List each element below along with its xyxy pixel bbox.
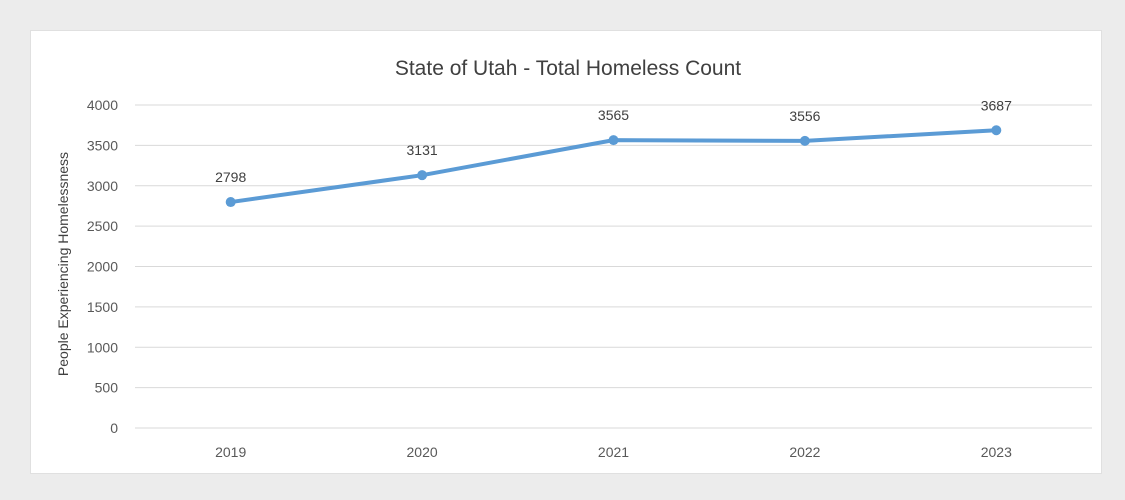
y-axis-label: People Experiencing Homelessness xyxy=(55,152,71,376)
data-point xyxy=(608,135,619,146)
data-label: 3687 xyxy=(981,97,1012,113)
data-point xyxy=(799,135,810,146)
data-label: 3565 xyxy=(598,107,629,123)
y-tick-label: 3000 xyxy=(87,178,118,194)
y-tick-label: 2000 xyxy=(87,259,118,275)
x-tick-label: 2019 xyxy=(215,444,246,460)
data-point xyxy=(417,170,428,181)
data-label: 3556 xyxy=(789,108,820,124)
x-tick-label: 2020 xyxy=(407,444,438,460)
data-label: 3131 xyxy=(407,142,438,158)
y-tick-label: 500 xyxy=(95,380,119,396)
x-tick-label: 2022 xyxy=(789,444,820,460)
data-point xyxy=(991,125,1002,136)
chart-panel xyxy=(30,30,1102,474)
data-label: 2798 xyxy=(215,169,246,185)
y-tick-label: 0 xyxy=(110,420,118,436)
data-point xyxy=(225,197,236,208)
y-axis-ticks: 0 500 1000 1500 2000 2500 3000 3500 4000 xyxy=(87,97,118,436)
gridlines xyxy=(135,104,1092,429)
chart-title: State of Utah - Total Homeless Count xyxy=(395,57,741,80)
x-tick-label: 2021 xyxy=(598,444,629,460)
series-layer xyxy=(225,125,1002,208)
data-labels: 2798 3131 3565 3556 3687 xyxy=(215,97,1012,185)
y-tick-label: 2500 xyxy=(87,218,118,234)
y-tick-label: 3500 xyxy=(87,137,118,153)
x-axis-ticks: 2019 2020 2021 2022 2023 xyxy=(215,444,1012,460)
y-tick-label: 4000 xyxy=(87,97,118,113)
y-tick-label: 1000 xyxy=(87,339,118,355)
y-tick-label: 1500 xyxy=(87,299,118,315)
x-tick-label: 2023 xyxy=(981,444,1012,460)
